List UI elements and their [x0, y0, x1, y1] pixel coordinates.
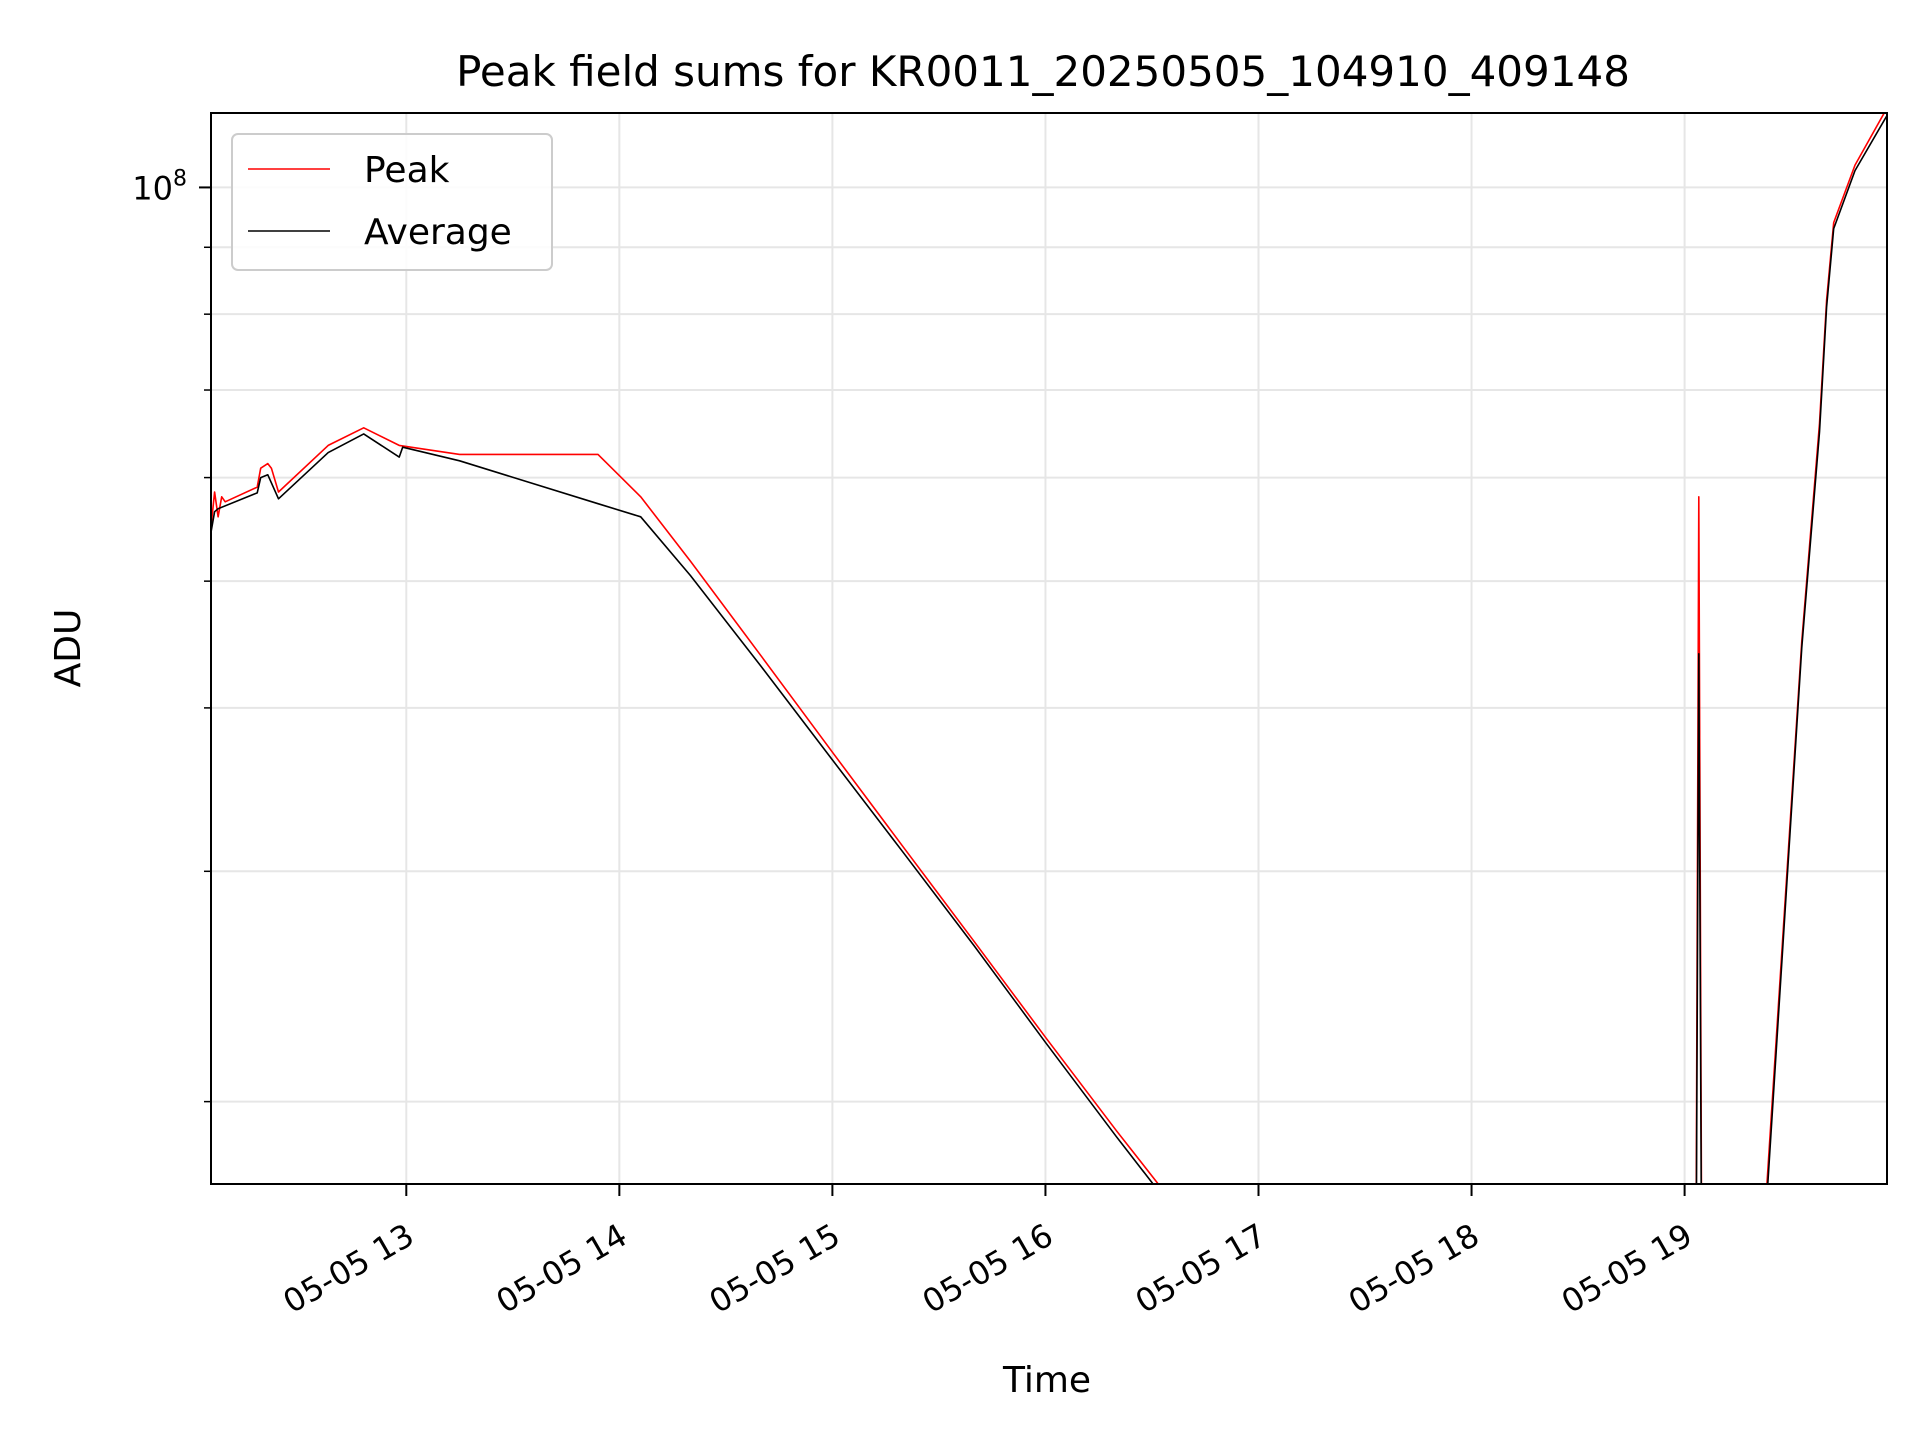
series-layer: [211, 113, 1887, 1184]
y-tick-label: 108: [132, 166, 187, 207]
plot-frame: [210, 112, 1888, 1185]
x-axis-label: Time: [1002, 1360, 1091, 1401]
legend: Peak Average: [231, 133, 553, 271]
y-axis-label: ADU: [48, 609, 89, 688]
chart-title: Peak field sums for KR0011_20250505_1049…: [456, 47, 1630, 96]
x-tick-label: 05-05 15: [703, 1216, 847, 1321]
axis-ticks: 05-05 13 05-05 14 05-05 15 05-05 16 05-05 17…: [132, 166, 1698, 1320]
legend-box: [231, 133, 553, 271]
legend-label-average: Average: [364, 212, 512, 253]
grid: [211, 113, 1887, 1184]
x-tick-label: 05-05 14: [490, 1216, 634, 1321]
x-tick-label: 05-05 19: [1555, 1216, 1699, 1321]
x-tick-label: 05-05 17: [1129, 1216, 1273, 1321]
series-line-average: [211, 115, 1887, 1184]
legend-label-peak: Peak: [364, 150, 450, 191]
x-tick-label: 05-05 13: [277, 1216, 421, 1321]
x-tick-label: 05-05 18: [1342, 1216, 1486, 1321]
x-tick-label: 05-05 16: [916, 1216, 1060, 1321]
series-line-peak: [211, 113, 1886, 1184]
